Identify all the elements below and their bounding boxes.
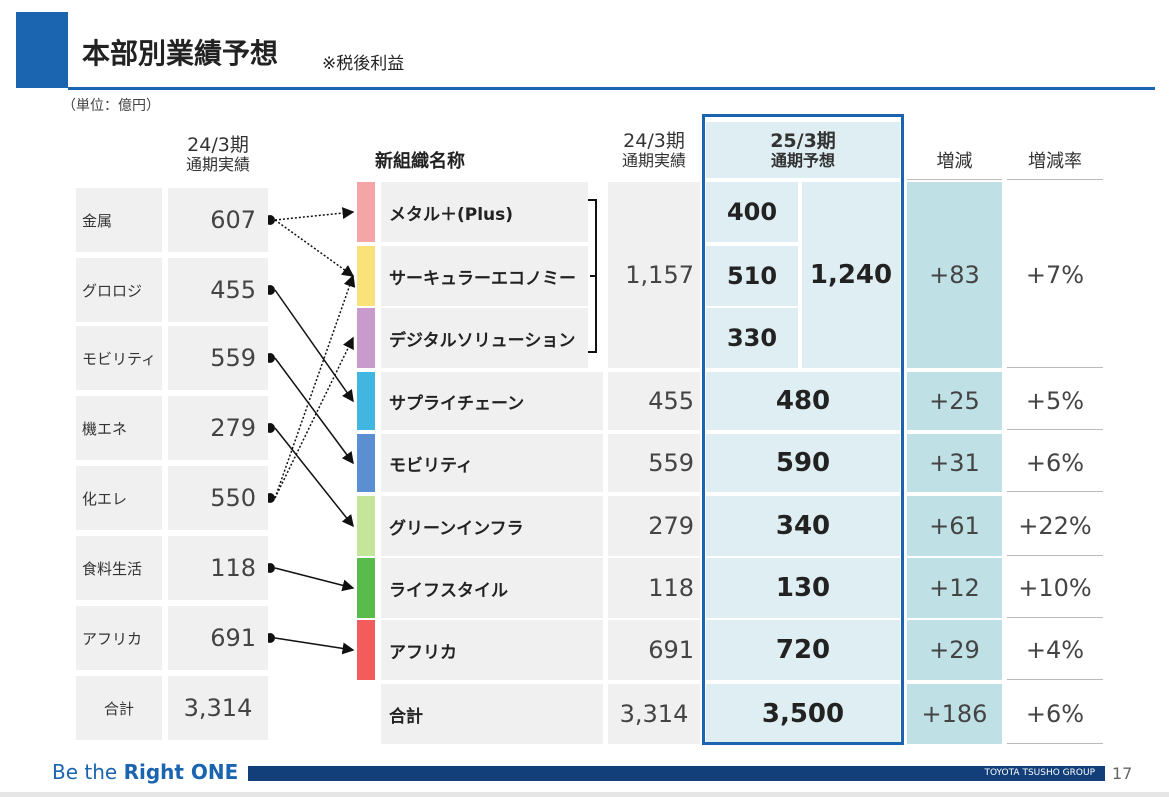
rate-value: +5% <box>1007 372 1103 430</box>
org-name: サプライチェーン <box>381 372 603 430</box>
total-rate: +6% <box>1007 684 1103 744</box>
total-prev: 3,314 <box>608 684 700 744</box>
slogan-main: Right ONE <box>123 760 239 784</box>
org-name: メタル＋(Plus) <box>381 182 588 242</box>
old-value: 455 <box>168 258 268 322</box>
old-header-line: 24/3期 <box>187 133 249 156</box>
prev-value: 118 <box>608 558 700 618</box>
arrow <box>274 567 355 592</box>
header-rule <box>68 87 1155 90</box>
forecast-sub: 510 <box>706 246 798 306</box>
bottom-edge <box>0 792 1169 797</box>
old-value: 559 <box>168 326 268 390</box>
forecast-value: 480 <box>706 372 900 430</box>
color-bar <box>357 620 375 680</box>
org-name: アフリカ <box>381 620 603 680</box>
old-total-value: 3,314 <box>168 676 268 740</box>
old-value: 691 <box>168 606 268 670</box>
color-bar <box>357 496 375 556</box>
old-value: 118 <box>168 536 268 600</box>
change-value: +12 <box>907 558 1002 618</box>
total-forecast: 3,500 <box>706 684 900 744</box>
prev-value: 559 <box>608 434 700 492</box>
old-header: 24/3期 通期実績 <box>168 126 268 182</box>
old-label: アフリカ <box>76 606 162 670</box>
page-number: 17 <box>1112 764 1133 783</box>
old-value: 550 <box>168 466 268 530</box>
prev-header-line: 通期実績 <box>621 150 686 170</box>
footer-bar: TOYOTA TSUSHO GROUP <box>248 766 1105 781</box>
forecast-header-line: 通期予想 <box>770 150 835 170</box>
change-header: 増減 <box>907 140 1002 180</box>
color-bar <box>357 434 375 492</box>
change-value: +31 <box>907 434 1002 492</box>
org-name: グリーンインフラ <box>381 496 603 556</box>
group-prev: 1,157 <box>608 182 700 368</box>
forecast-sub: 330 <box>706 308 798 368</box>
rate-value: +6% <box>1007 434 1103 492</box>
prev-value: 455 <box>608 372 700 430</box>
old-label: グロロジ <box>76 258 162 322</box>
slogan: Be the Right ONE <box>52 760 238 784</box>
old-value: 279 <box>168 396 268 460</box>
unit: （単位：億円） <box>62 98 160 114</box>
total-change: +186 <box>907 684 1002 744</box>
change-value: +61 <box>907 496 1002 556</box>
forecast-value: 340 <box>706 496 900 556</box>
note: ※税後利益 <box>322 54 405 74</box>
org-name: サーキュラーエコノミー <box>381 246 588 306</box>
forecast-value: 590 <box>706 434 900 492</box>
rate-value: +22% <box>1007 496 1103 556</box>
arrow <box>274 219 355 277</box>
old-label: 化エレ <box>76 466 162 530</box>
old-label: 食料生活 <box>76 536 162 600</box>
prev-value: 279 <box>608 496 700 556</box>
arrow <box>274 357 354 465</box>
org-name: デジタルソリューション <box>381 308 588 368</box>
color-bar <box>357 182 375 242</box>
prev-header-line: 24/3期 <box>623 129 685 152</box>
rate-header: 増減率 <box>1007 140 1103 180</box>
arrow <box>274 274 356 499</box>
color-bar <box>357 246 375 306</box>
slogan-prefix: Be the <box>52 760 118 784</box>
total-name: 合計 <box>381 684 603 744</box>
forecast-header-line: 25/3期 <box>770 129 836 152</box>
group-rate: +7% <box>1007 182 1103 368</box>
forecast-sub: 400 <box>706 182 798 242</box>
old-label: 金属 <box>76 188 162 252</box>
color-bar <box>357 558 375 618</box>
arrow <box>274 427 354 528</box>
rate-value: +4% <box>1007 620 1103 680</box>
forecast-value: 130 <box>706 558 900 618</box>
org-name: ライフスタイル <box>381 558 603 618</box>
old-header-line: 通期実績 <box>185 154 250 174</box>
old-value: 607 <box>168 188 268 252</box>
org-name: モビリティ <box>381 434 603 492</box>
arrow <box>274 336 354 499</box>
header-block <box>16 12 68 88</box>
old-label: モビリティ <box>76 326 162 390</box>
arrow <box>274 637 355 655</box>
forecast-value: 720 <box>706 620 900 680</box>
prev-value: 691 <box>608 620 700 680</box>
group-change: +83 <box>907 182 1002 368</box>
change-value: +25 <box>907 372 1002 430</box>
rate-value: +10% <box>1007 558 1103 618</box>
old-total-label: 合計 <box>76 676 162 740</box>
name-header: 新組織名称 <box>375 151 465 172</box>
prev-header: 24/3期 通期実績 <box>608 122 700 178</box>
group-forecast: 1,240 <box>802 182 900 368</box>
old-label: 機エネ <box>76 396 162 460</box>
forecast-header: 25/3期 通期予想 <box>706 122 900 178</box>
change-value: +29 <box>907 620 1002 680</box>
arrow <box>274 207 355 221</box>
color-bar <box>357 372 375 430</box>
color-bar <box>357 308 375 368</box>
bracket <box>588 199 597 353</box>
arrow <box>274 289 354 403</box>
forecast-frame <box>702 114 904 745</box>
title: 本部別業績予想 <box>82 37 279 70</box>
